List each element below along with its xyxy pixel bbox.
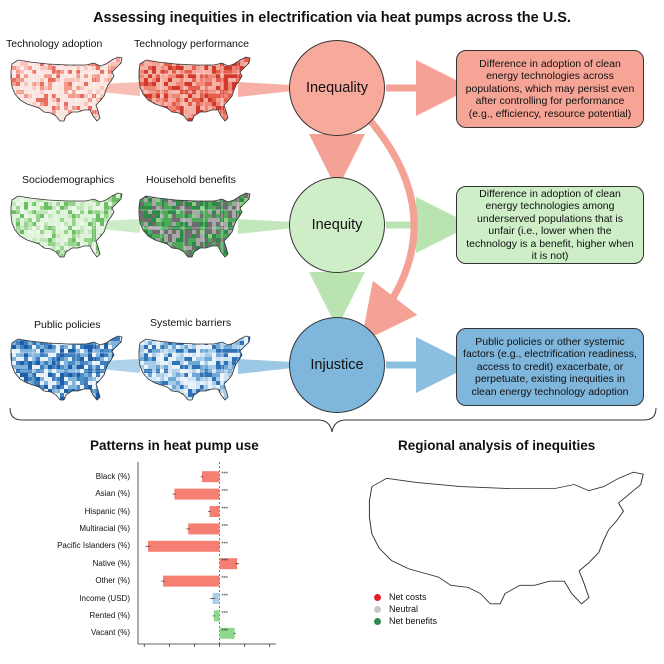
inequity-definition-box: Difference in adoption of clean energy t… [456, 186, 644, 264]
bar-label: Asian (%) [95, 489, 130, 499]
significance-label: *** [222, 472, 229, 478]
bar-native [219, 558, 238, 570]
map-label-public-policies: Public policies [34, 319, 101, 331]
summary-brace [9, 407, 657, 433]
bar-multiracial [188, 523, 220, 535]
inequality-circle: Inequality [289, 40, 385, 136]
significance-label: *** [222, 576, 229, 582]
bar-rented [213, 610, 220, 622]
injustice-circle: Injustice [289, 317, 385, 413]
bar-hispanic [209, 506, 220, 517]
injustice-definition: Public policies or other systemic factor… [463, 335, 637, 398]
net-benefits-dot-icon [374, 617, 381, 625]
legend-label-neutral: Neutral [389, 604, 419, 614]
technology-adoption-map-icon [10, 56, 123, 122]
significance-label: *** [222, 507, 229, 513]
bar-income-usd [212, 593, 220, 604]
main-title: Assessing inequities in electrification … [93, 10, 571, 26]
inequity-definition: Difference in adoption of clean energy t… [466, 187, 634, 263]
inequity-label: Inequity [311, 217, 363, 233]
legend-item-neutral: Neutral [374, 603, 437, 615]
map-label-systemic-barriers: Systemic barriers [150, 317, 232, 329]
household-benefits-map-icon [138, 192, 251, 258]
significance-label: *** [222, 524, 229, 530]
bar-other [163, 575, 220, 587]
bar-label: Native (%) [92, 558, 130, 568]
legend-item-net-costs: Net costs [374, 591, 437, 603]
sociodemographics-map-icon [10, 192, 123, 258]
map-label-household-benefits: Household benefits [146, 174, 236, 186]
neutral-dot-icon [374, 605, 381, 613]
regional-legend: Net costs Neutral Net benefits [374, 591, 437, 627]
map-label-technology-adoption: Technology adoption [6, 38, 103, 50]
injustice-definition-box: Public policies or other systemic factor… [456, 328, 644, 406]
injustice-label: Injustice [310, 357, 364, 373]
inequality-definition: Difference in adoption of clean energy t… [465, 57, 635, 120]
bar-label: Rented (%) [89, 610, 130, 620]
map-label-sociodemographics: Sociodemographics [22, 174, 115, 186]
map-label-technology-performance: Technology performance [134, 38, 249, 50]
legend-label-net-benefits: Net benefits [389, 616, 438, 626]
inequity-circle: Inequity [289, 177, 385, 273]
significance-label: *** [222, 611, 229, 617]
inequality-label: Inequality [305, 80, 369, 96]
bar-label: Multiracial (%) [79, 523, 130, 533]
significance-label: *** [222, 559, 229, 565]
bar-category-labels: Black (%) Asian (%) Hispanic (%) Multiracia… [0, 462, 130, 652]
bar-pacific-islanders [148, 540, 220, 552]
bar-label: Pacific Islanders (%) [57, 541, 130, 551]
significance-label: *** [222, 594, 229, 600]
legend-item-net-benefits: Net benefits [374, 615, 437, 627]
significance-label: *** [222, 541, 229, 547]
significance-label: *** [222, 628, 229, 634]
heat-pump-patterns-chart: *** *** *** *** *** *** *** *** *** *** [137, 462, 276, 647]
technology-performance-map-icon [138, 56, 251, 122]
inequality-definition-box: Difference in adoption of clean energy t… [456, 50, 644, 128]
bar-black [201, 471, 220, 483]
systemic-barriers-map-icon [138, 335, 251, 401]
regional-inequities-map-icon [368, 471, 644, 605]
bar-label: Other (%) [95, 576, 130, 586]
bar-label: Vacant (%) [91, 628, 130, 638]
regional-title: Regional analysis of inequities [398, 438, 596, 453]
public-policies-map-icon [10, 335, 123, 401]
net-costs-dot-icon [374, 593, 381, 601]
bar-asian [174, 488, 220, 500]
bar-label: Income (USD) [79, 593, 130, 603]
legend-label-net-costs: Net costs [389, 592, 427, 602]
bar-label: Hispanic (%) [84, 506, 130, 516]
bar-label: Black (%) [95, 471, 130, 481]
patterns-title: Patterns in heat pump use [90, 438, 259, 453]
bar-vacant [219, 627, 235, 639]
significance-label: *** [222, 489, 229, 495]
